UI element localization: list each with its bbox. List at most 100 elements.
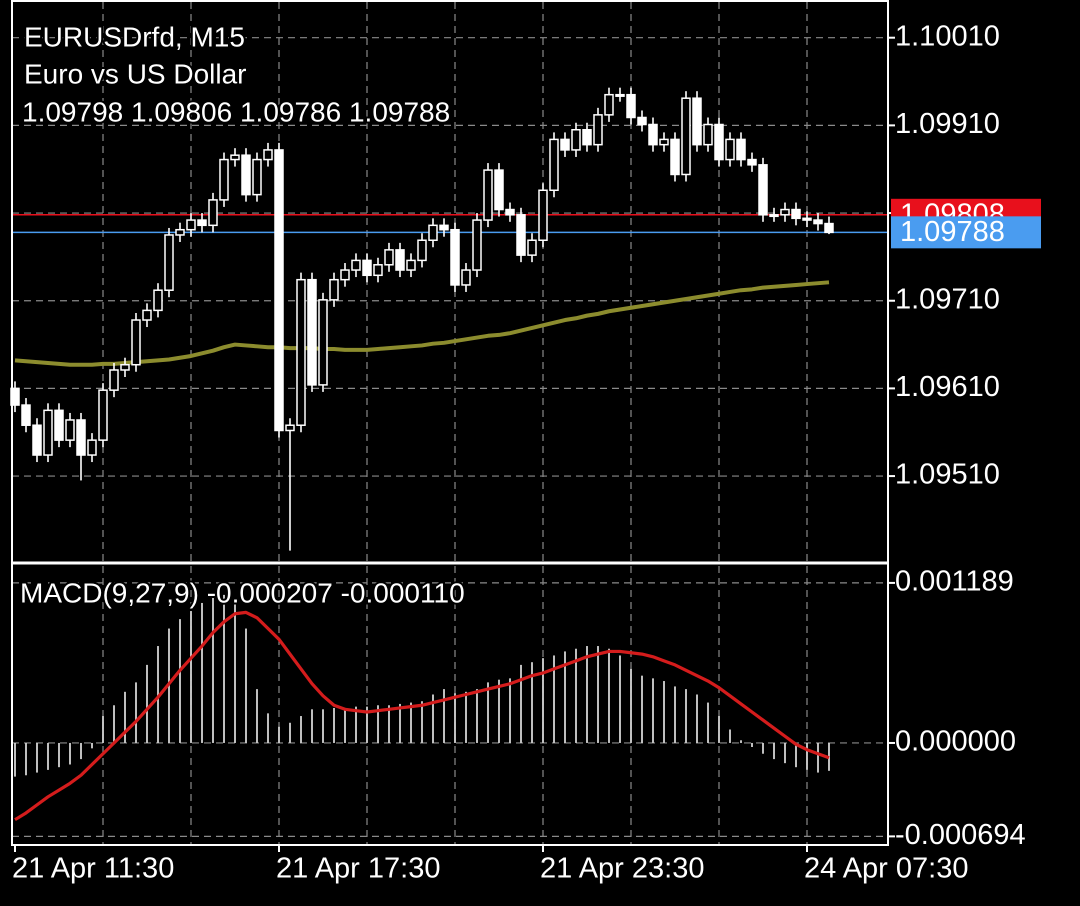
histogram-bar bbox=[498, 679, 500, 743]
signal-line bbox=[14, 610, 830, 822]
candle-body bbox=[428, 224, 438, 241]
candle-body bbox=[560, 138, 570, 151]
candle-body bbox=[791, 208, 801, 220]
candle-body bbox=[197, 219, 207, 227]
histogram-bar bbox=[619, 655, 621, 743]
plot-layer: 1.100101.099101.098101.097101.096101.095… bbox=[10, 2, 1041, 885]
chart-subtitle: Euro vs US Dollar bbox=[24, 58, 247, 89]
moving-average bbox=[14, 280, 830, 367]
histogram-bar bbox=[454, 693, 456, 743]
macd-title: MACD(9,27,9) -0.000207 -0.000110 bbox=[20, 577, 465, 608]
histogram-bar bbox=[278, 726, 280, 743]
candle-body bbox=[692, 97, 702, 146]
candle-body bbox=[406, 259, 416, 271]
candle-body bbox=[98, 389, 108, 441]
histogram-bar bbox=[443, 689, 445, 743]
histogram-bar bbox=[707, 702, 709, 743]
candle-body bbox=[373, 264, 383, 277]
y-tick-label: -0.000694 bbox=[895, 819, 1026, 851]
histogram-bar bbox=[817, 742, 819, 773]
y-tick-label: 1.10010 bbox=[895, 20, 1000, 52]
histogram-bar bbox=[564, 651, 566, 743]
histogram-bar bbox=[465, 691, 467, 743]
histogram-bar bbox=[69, 742, 71, 765]
histogram-bar bbox=[531, 662, 533, 743]
candle-body bbox=[472, 219, 482, 271]
ohlc-label: 1.09798 1.09806 1.09786 1.09788 bbox=[22, 96, 450, 127]
histogram-bar bbox=[14, 742, 16, 777]
candle-body bbox=[307, 278, 317, 386]
candle-body bbox=[626, 93, 636, 119]
candle-body bbox=[714, 123, 724, 161]
histogram-bar bbox=[157, 646, 159, 743]
candle-body bbox=[43, 409, 53, 456]
histogram-bar bbox=[377, 705, 379, 743]
histogram-bar bbox=[718, 716, 720, 743]
candle-body bbox=[571, 129, 581, 151]
candle-body bbox=[351, 259, 361, 271]
candle-body bbox=[32, 424, 42, 456]
candle-body bbox=[186, 219, 196, 231]
histogram-bar bbox=[652, 678, 654, 743]
histogram-bar bbox=[190, 611, 192, 743]
histogram-bar bbox=[58, 742, 60, 768]
histogram-bar bbox=[212, 597, 214, 743]
candle-body bbox=[362, 259, 372, 277]
histogram-bar bbox=[399, 703, 401, 743]
price-label-box bbox=[891, 216, 1041, 249]
candle-body bbox=[230, 154, 240, 161]
histogram-bar bbox=[586, 646, 588, 743]
x-tick-label: 21 Apr 17:30 bbox=[276, 853, 440, 885]
candle-body bbox=[604, 93, 614, 116]
price-label: 1.09788 bbox=[900, 216, 1005, 248]
histogram-bar bbox=[47, 742, 49, 770]
histogram-bar bbox=[113, 705, 115, 743]
histogram-bar bbox=[36, 742, 38, 773]
histogram-bar bbox=[201, 602, 203, 743]
candle-body bbox=[670, 138, 680, 176]
y-tick-label: 1.09610 bbox=[895, 371, 1000, 403]
candle-body bbox=[648, 123, 658, 146]
histogram-bar bbox=[179, 619, 181, 743]
histogram-bar bbox=[223, 594, 225, 743]
candle-body bbox=[813, 219, 823, 225]
histogram-bar bbox=[91, 742, 93, 749]
candle-body bbox=[747, 158, 757, 166]
x-tick-label: 24 Apr 07:30 bbox=[804, 853, 968, 885]
candle-body bbox=[296, 278, 306, 426]
candle-body bbox=[21, 404, 31, 426]
histogram-bar bbox=[256, 689, 258, 743]
histogram-bar bbox=[597, 646, 599, 743]
candle-body bbox=[153, 289, 163, 312]
candle-body bbox=[725, 138, 735, 161]
histogram-bar bbox=[344, 707, 346, 743]
histogram-bar bbox=[608, 648, 610, 743]
candle-body bbox=[208, 199, 218, 227]
histogram-bar bbox=[410, 702, 412, 743]
candle-body bbox=[329, 278, 339, 301]
histogram-bar bbox=[124, 691, 126, 743]
candle-body bbox=[637, 116, 647, 126]
candle-body bbox=[681, 97, 691, 176]
histogram-bar bbox=[773, 742, 775, 760]
histogram-bar bbox=[740, 740, 742, 743]
chart-title: EURUSDrfd, M15 bbox=[24, 21, 245, 52]
candle-body bbox=[439, 224, 449, 231]
candle-body bbox=[824, 222, 834, 234]
histogram-bar bbox=[762, 742, 764, 754]
histogram-bar bbox=[476, 689, 478, 743]
histogram-bar bbox=[729, 729, 731, 743]
candle-body bbox=[505, 208, 515, 216]
candle-body bbox=[340, 269, 350, 281]
histogram-bar bbox=[663, 681, 665, 743]
candle-body bbox=[120, 363, 130, 371]
histogram-bar bbox=[311, 709, 313, 743]
histogram-bar bbox=[806, 742, 808, 770]
candle-body bbox=[274, 149, 284, 432]
candle-body bbox=[516, 214, 526, 256]
histogram-bar bbox=[432, 694, 434, 743]
candle-body bbox=[164, 234, 174, 291]
candle-body bbox=[450, 228, 460, 286]
histogram-bar bbox=[784, 742, 786, 764]
